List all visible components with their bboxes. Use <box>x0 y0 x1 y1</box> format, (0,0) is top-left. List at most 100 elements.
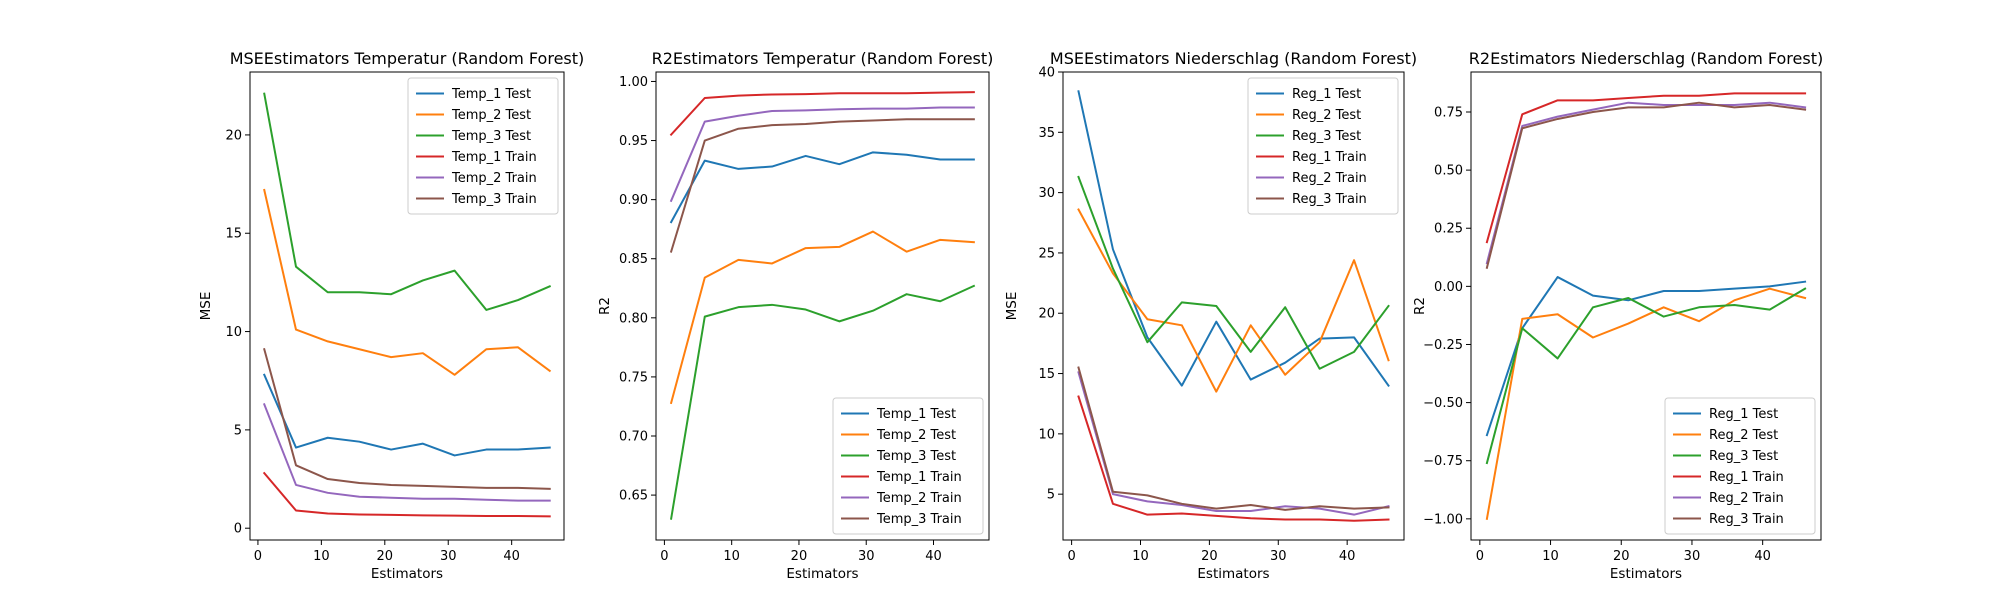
series-line-reg-1-train <box>1485 92 1807 244</box>
y-tick-label: 0 <box>234 522 242 537</box>
legend-label: Temp_3 Train <box>876 512 962 527</box>
series-line-reg-2-train <box>1077 371 1390 516</box>
x-tick-label: 10 <box>1542 549 1559 564</box>
y-tick-label: −0.75 <box>1423 454 1463 469</box>
x-tick-label: 10 <box>313 549 330 564</box>
x-tick-label: 20 <box>1613 549 1630 564</box>
series-line-reg-2-test <box>1485 287 1807 520</box>
y-tick-label: 1.00 <box>619 75 648 90</box>
chart-title: R2Estimators Niederschlag (Random Forest… <box>1469 49 1823 68</box>
x-axis-label: Estimators <box>1197 566 1269 582</box>
legend-label: Reg_1 Test <box>1709 407 1778 422</box>
subplot-2: 0 10 20 30 40 0.65 0.70 0.75 0.80 0.85 0.90 0.95 1.0… <box>597 49 993 582</box>
x-axis-label: Estimators <box>1610 566 1682 582</box>
y-axis: 0.65 0.70 0.75 0.80 0.85 0.90 0.95 1.00 <box>619 75 656 504</box>
series-line-reg-1-train <box>1077 395 1390 522</box>
series-line-reg-1-test <box>1077 90 1390 388</box>
x-axis: 0 10 20 30 40 <box>1067 540 1355 564</box>
series-line-temp-2-train <box>262 403 551 502</box>
legend-label: Temp_1 Train <box>451 150 537 165</box>
x-tick-label: 40 <box>1339 549 1356 564</box>
x-tick-label: 10 <box>1132 549 1149 564</box>
x-axis: 0 10 20 30 40 <box>254 540 520 564</box>
subplot-1: 0 10 20 30 40 0 5 10 15 20 MSEEstimators Temperatu… <box>198 49 584 582</box>
series-line-temp-3-test <box>669 284 976 520</box>
x-axis: 0 10 20 30 40 <box>1476 540 1771 564</box>
series-line-temp-1-train <box>262 471 551 518</box>
series-line-temp-3-test <box>263 92 552 311</box>
y-tick-label: 15 <box>225 227 242 242</box>
y-tick-label: −0.25 <box>1423 338 1463 353</box>
x-tick-label: 40 <box>925 549 942 564</box>
x-tick-label: 30 <box>1270 549 1287 564</box>
y-tick-label: 0.85 <box>619 252 648 267</box>
series-line-reg-2-train <box>1485 101 1807 265</box>
x-tick-label: 30 <box>440 549 457 564</box>
series-line-reg-1-test <box>1485 276 1807 437</box>
x-tick-label: 10 <box>723 549 740 564</box>
y-tick-label: 0.65 <box>619 489 648 504</box>
chart-title: MSEEstimators Temperatur (Random Forest) <box>230 49 585 68</box>
legend-label: Temp_3 Test <box>451 129 531 144</box>
x-axis: 0 10 20 30 40 <box>660 540 942 564</box>
y-tick-label: 35 <box>1038 126 1055 141</box>
x-tick-label: 0 <box>1476 549 1484 564</box>
y-tick-label: −1.00 <box>1423 512 1463 527</box>
y-tick-label: 0.75 <box>1434 105 1463 120</box>
y-axis-label: R2 <box>1412 297 1428 315</box>
series-line-temp-2-train <box>669 106 975 203</box>
legend-label: Reg_3 Train <box>1292 192 1367 207</box>
legend: Temp_1 Test Temp_2 Test Temp_3 Test Temp_1 … <box>407 77 559 215</box>
legend-label: Reg_3 Train <box>1709 512 1784 527</box>
y-axis: 0 5 10 15 20 <box>225 128 250 537</box>
series-line-reg-3-train <box>1077 366 1390 511</box>
x-tick-label: 20 <box>377 549 394 564</box>
series-line-temp-1-test <box>669 151 975 224</box>
series-lines <box>669 91 976 520</box>
series-line-temp-2-test <box>669 230 975 405</box>
legend: Reg_1 Test Reg_2 Test Reg_3 Test Reg_1 Trai… <box>1664 397 1816 535</box>
x-tick-label: 40 <box>503 549 520 564</box>
legend-frame <box>1664 397 1816 535</box>
y-tick-label: 15 <box>1038 367 1055 382</box>
series-line-reg-3-test <box>1077 175 1390 370</box>
axes-frame <box>249 71 565 541</box>
legend-frame <box>832 397 984 535</box>
series-line-temp-3-train <box>669 118 975 253</box>
x-tick-label: 30 <box>1684 549 1701 564</box>
y-tick-label: 0.90 <box>619 193 648 208</box>
series-line-reg-3-test <box>1485 287 1807 465</box>
x-axis-label: Estimators <box>786 566 858 582</box>
chart-title: MSEEstimators Niederschlag (Random Fores… <box>1050 49 1417 68</box>
legend-label: Reg_1 Train <box>1292 150 1367 165</box>
x-tick-label: 20 <box>1201 549 1218 564</box>
y-axis-label: MSE <box>198 292 214 321</box>
y-axis: 5 10 15 20 25 30 35 40 <box>1038 66 1063 503</box>
chart-title: R2Estimators Temperatur (Random Forest) <box>652 49 994 68</box>
y-tick-label: 10 <box>1038 427 1055 442</box>
legend-frame <box>1247 77 1399 215</box>
legend: Temp_1 Test Temp_2 Test Temp_3 Test Temp_1 … <box>832 397 984 535</box>
legend-label: Temp_2 Train <box>451 171 537 186</box>
y-tick-label: 20 <box>225 128 242 143</box>
legend-label: Temp_2 Test <box>876 428 956 443</box>
series-lines <box>1485 92 1807 520</box>
y-tick-label: 0.00 <box>1434 280 1463 295</box>
axes-frame <box>1062 71 1405 541</box>
y-tick-label: 5 <box>1047 488 1055 503</box>
series-lines <box>262 92 552 518</box>
y-tick-label: 10 <box>225 325 242 340</box>
legend-label: Temp_1 Train <box>876 470 962 485</box>
y-tick-label: 0.70 <box>619 430 648 445</box>
y-tick-label: 25 <box>1038 246 1055 261</box>
legend-label: Reg_1 Train <box>1709 470 1784 485</box>
series-line-temp-1-train <box>669 91 975 137</box>
legend-label: Temp_2 Test <box>451 108 531 123</box>
y-axis-label: MSE <box>1004 292 1020 321</box>
legend-label: Temp_3 Test <box>876 449 956 464</box>
x-tick-label: 0 <box>660 549 668 564</box>
legend-label: Reg_2 Train <box>1292 171 1367 186</box>
legend-label: Reg_2 Test <box>1709 428 1778 443</box>
